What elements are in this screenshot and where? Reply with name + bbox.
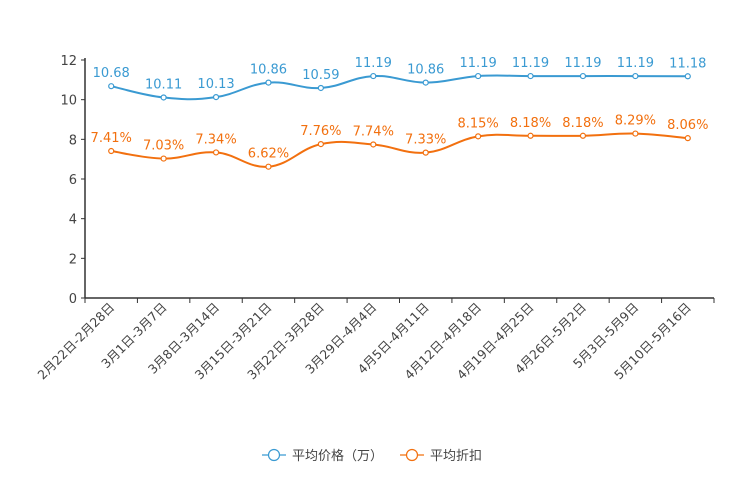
data-label: 7.33% (405, 133, 446, 148)
y-tick-label: 0 (69, 292, 77, 307)
data-point (160, 155, 167, 162)
x-tick-label: 2月22日-2月28日 (34, 300, 117, 383)
data-point (108, 147, 115, 155)
data-point (212, 93, 220, 101)
data-label: 6.62% (248, 147, 289, 162)
legend-marker-icon (267, 448, 281, 462)
data-point (212, 149, 220, 156)
data-label: 11.18 (669, 56, 706, 71)
data-point (370, 72, 377, 80)
legend-label: 平均价格（万） (292, 448, 383, 464)
data-label: 8.18% (562, 116, 603, 131)
data-label: 8.06% (667, 118, 708, 133)
data-label: 11.19 (617, 56, 654, 71)
data-point (527, 72, 534, 80)
data-point (632, 72, 639, 80)
y-tick-label: 12 (60, 54, 77, 69)
y-tick-label: 6 (69, 173, 77, 188)
data-label: 8.18% (510, 116, 551, 131)
y-tick-label: 4 (69, 213, 77, 228)
data-point (160, 94, 167, 101)
data-point (475, 72, 482, 80)
series-line-1 (111, 132, 688, 168)
legend-label: 平均折扣 (430, 449, 482, 464)
y-tick-label: 10 (60, 94, 77, 109)
data-point (317, 140, 324, 148)
data-point (475, 133, 482, 140)
data-point (265, 79, 272, 86)
data-label: 8.15% (457, 116, 498, 131)
y-tick-label: 8 (69, 133, 77, 148)
y-tick-label: 2 (69, 252, 77, 267)
data-label: 11.19 (460, 56, 497, 71)
legend-marker-icon (405, 448, 419, 462)
data-point (265, 163, 272, 170)
data-label: 10.86 (250, 63, 287, 78)
data-label: 10.11 (145, 77, 182, 92)
data-label: 10.68 (93, 66, 130, 81)
data-label: 10.13 (197, 77, 234, 92)
data-label: 7.03% (143, 139, 184, 154)
data-point (422, 149, 429, 156)
data-label: 10.86 (407, 63, 444, 78)
series-line-0 (110, 74, 688, 101)
data-label: 11.19 (512, 56, 549, 71)
data-label: 8.29% (615, 114, 656, 129)
data-label: 10.59 (302, 68, 339, 83)
data-label: 7.34% (195, 132, 236, 147)
data-point (370, 141, 377, 148)
data-point (632, 130, 639, 137)
data-point (579, 132, 587, 139)
data-point (108, 83, 115, 90)
data-label: 7.74% (353, 124, 394, 139)
data-label: 7.76% (300, 124, 341, 139)
data-point (684, 135, 691, 142)
data-point (579, 72, 587, 80)
data-label: 11.19 (564, 56, 601, 71)
data-label: 7.41% (91, 131, 132, 146)
data-point (422, 79, 429, 86)
data-point (317, 84, 324, 92)
data-point (527, 132, 534, 139)
data-point (684, 73, 691, 80)
data-label: 11.19 (355, 56, 392, 71)
